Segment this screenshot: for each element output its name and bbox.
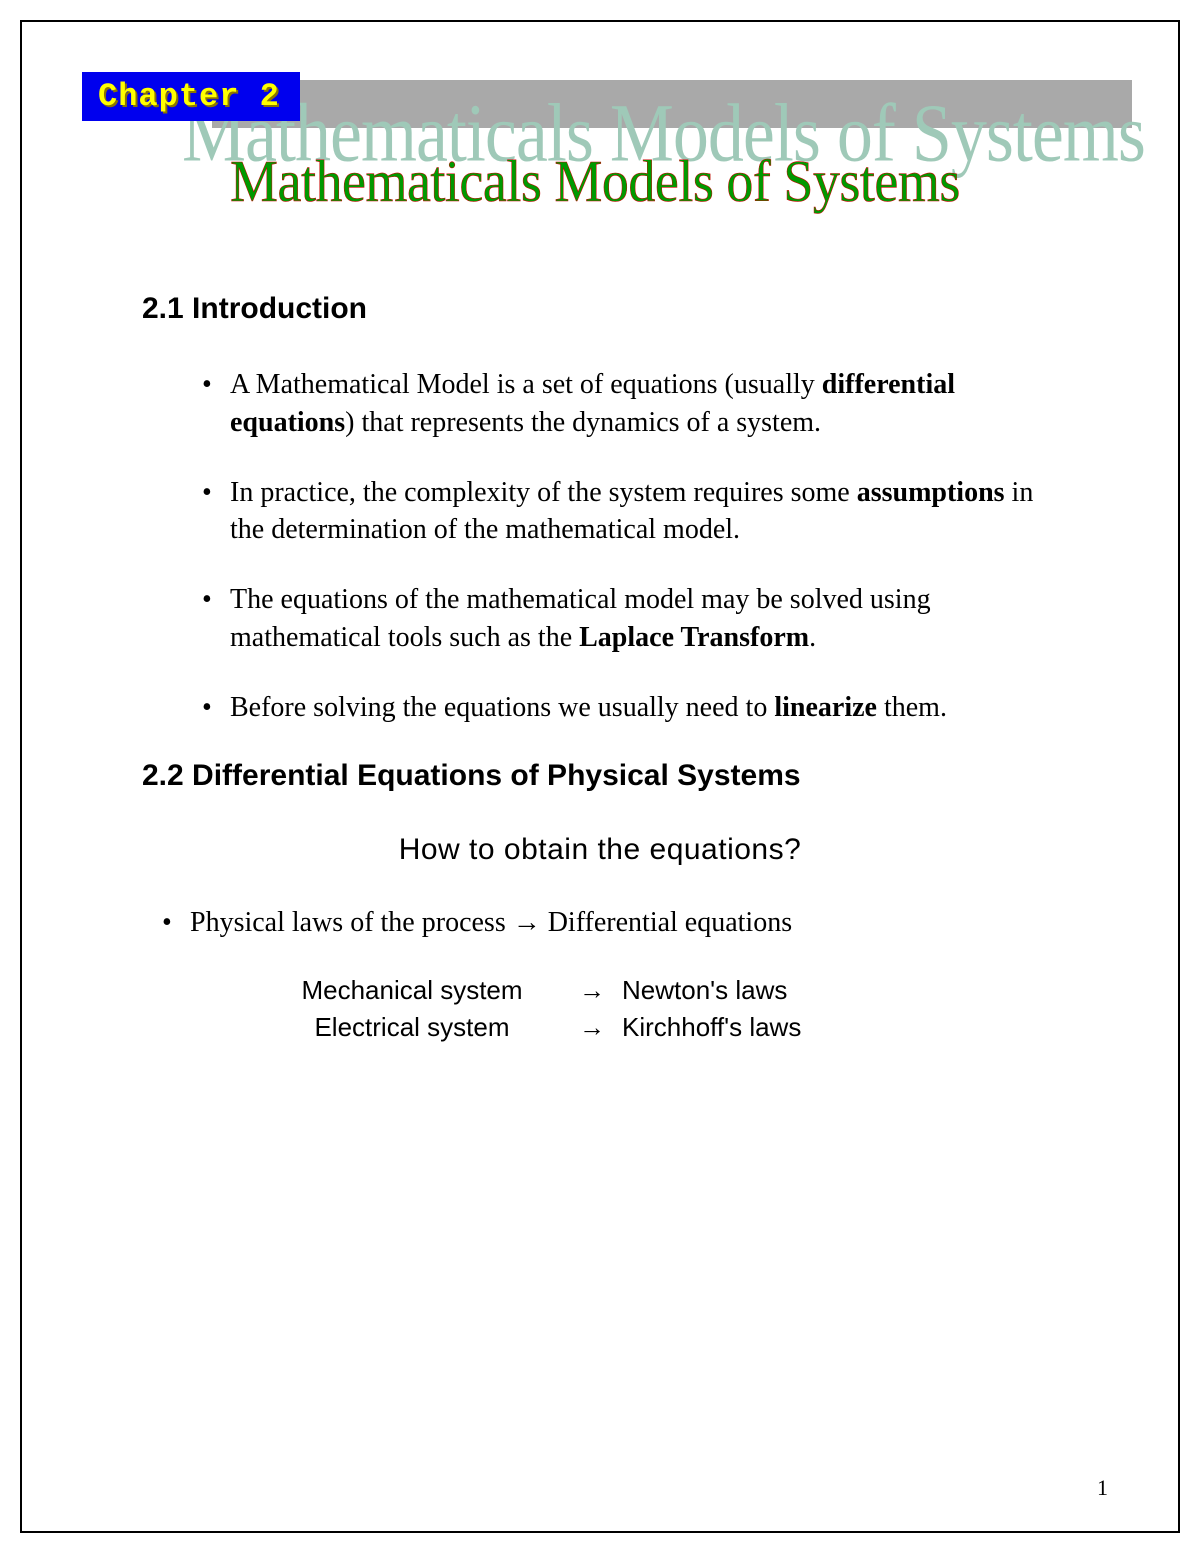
table-row: Electrical system → Kirchhoff's laws [262,1009,1118,1047]
chapter-badge: Chapter 2 [82,72,300,121]
page-number: 1 [1097,1475,1108,1501]
system-name: Mechanical system [262,972,562,1010]
bullet-text-pre: Before solving the equations we usually … [230,692,774,723]
arrow-icon: → [562,1009,622,1047]
title-main-text: Mathematicals Models of Systems [230,147,960,215]
bullet-text-bold: Laplace Transform [579,622,809,653]
bullet-text-bold: assumptions [857,477,1005,508]
system-law: Newton's laws [622,972,872,1010]
bullet-text-post: . [809,622,816,653]
arrow-icon: → [562,972,622,1010]
list-item: A Mathematical Model is a set of equatio… [202,366,1058,442]
process-bullet-list: Physical laws of the process → Different… [162,903,1058,942]
systems-table: Mechanical system → Newton's laws Electr… [262,972,1118,1047]
system-name: Electrical system [262,1009,562,1047]
bullet-text-post: ) that represents the dynamics of a syst… [345,407,821,438]
intro-bullet-list: A Mathematical Model is a set of equatio… [202,366,1058,727]
table-row: Mechanical system → Newton's laws [262,972,1118,1010]
section-heading-2-1: 2.1 Introduction [142,292,1118,326]
bullet-text-post: them. [877,692,947,723]
list-item: Before solving the equations we usually … [202,689,1058,727]
document-page: Chapter 2 Mathematicals Models of System… [20,20,1180,1533]
list-item: Physical laws of the process → Different… [162,903,1058,942]
chapter-label: Chapter 2 [98,78,280,115]
bullet-text-pre: In practice, the complexity of the syste… [230,477,857,508]
chapter-header: Chapter 2 Mathematicals Models of System… [82,72,1118,242]
process-text: Physical laws of the process → Different… [190,907,792,938]
subheading: How to obtain the equations? [82,833,1118,867]
section-heading-2-2: 2.2 Differential Equations of Physical S… [142,759,1118,793]
bullet-text-bold: linearize [774,692,877,723]
list-item: In practice, the complexity of the syste… [202,474,1058,550]
bullet-text-pre: A Mathematical Model is a set of equatio… [230,369,822,400]
list-item: The equations of the mathematical model … [202,581,1058,657]
system-law: Kirchhoff's laws [622,1009,872,1047]
